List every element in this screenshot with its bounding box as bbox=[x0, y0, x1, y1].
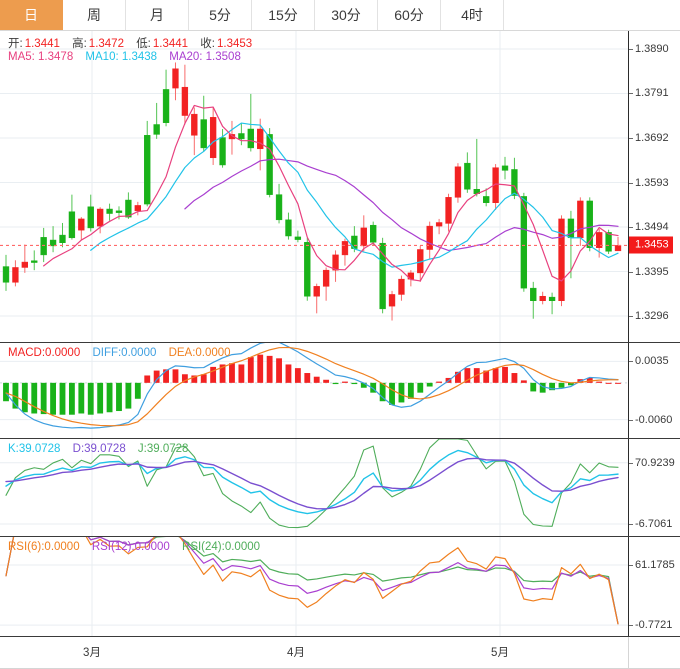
rsi-plot-area[interactable] bbox=[0, 537, 628, 636]
price-tick-label: 1.3692 bbox=[635, 131, 669, 144]
price-tick-label: 1.3395 bbox=[635, 265, 669, 278]
macd-tick-label: -0.0060 bbox=[635, 413, 673, 426]
price-tick-label: 1.3593 bbox=[635, 176, 669, 189]
rsi-axis: 61.1785 -0.7721 bbox=[628, 537, 680, 636]
date-tick-1: 4月 bbox=[287, 647, 305, 659]
price-tick-label: 1.3890 bbox=[635, 42, 669, 55]
close-label: 收: bbox=[200, 38, 215, 50]
kdj-tick-label: 70.9239 bbox=[635, 456, 675, 469]
macd-panel: 0.0035 -0.0060 MACD:0.0000 DIFF:0.0000 DE… bbox=[0, 343, 680, 439]
period-tab-bar[interactable]: 日周月 5分 15分 30分 60分 4时 bbox=[0, 0, 680, 31]
rsi-tick bbox=[629, 625, 633, 627]
ma5-legend: MA5: 1.3478 bbox=[8, 51, 74, 63]
kdj-tick bbox=[629, 523, 633, 525]
rsi-tick-label: -0.7721 bbox=[635, 619, 673, 632]
tab-1[interactable]: 周 bbox=[63, 0, 126, 30]
current-price-tag: 1.3453 bbox=[629, 236, 673, 254]
price-tick-label: 1.3296 bbox=[635, 310, 669, 323]
tab-3[interactable]: 5分 bbox=[189, 0, 252, 30]
rsi-tick bbox=[629, 564, 633, 566]
date-axis-separator bbox=[628, 637, 629, 669]
diff-value: DIFF:0.0000 bbox=[92, 347, 157, 359]
open-value: 1.3441 bbox=[24, 38, 60, 50]
price-tick-label: 1.3791 bbox=[635, 87, 669, 100]
price-tick bbox=[629, 48, 633, 50]
kdj-k-value: K:39.0728 bbox=[8, 443, 61, 455]
kdj-legend: K:39.0728 D:39.0728 J:39.0728 bbox=[8, 443, 197, 455]
price-tick bbox=[629, 316, 633, 318]
kdj-plot-area[interactable] bbox=[0, 439, 628, 536]
price-tick bbox=[629, 93, 633, 95]
rsi-legend: RSI(6):0.0000 RSI(12):0.0000 RSI(24):0.0… bbox=[8, 541, 269, 553]
macd-legend: MACD:0.0000 DIFF:0.0000 DEA:0.0000 bbox=[8, 347, 240, 359]
date-axis: 3月 4月 5月 bbox=[0, 637, 680, 669]
price-tick-label: 1.3494 bbox=[635, 221, 669, 233]
kdj-panel: 70.9239 -6.7061 K:39.0728 D:39.0728 J:39.… bbox=[0, 439, 680, 537]
macd-tick bbox=[629, 361, 633, 363]
ma10-legend: MA10: 1.3438 bbox=[85, 51, 158, 63]
open-label: 开: bbox=[8, 38, 23, 50]
kdj-tick bbox=[629, 462, 633, 464]
tab-0[interactable]: 日 bbox=[0, 0, 63, 30]
price-tick bbox=[629, 137, 633, 139]
high-label: 高: bbox=[72, 38, 87, 50]
dea-value: DEA:0.0000 bbox=[168, 347, 231, 359]
price-tick bbox=[629, 271, 633, 273]
macd-value: MACD:0.0000 bbox=[8, 347, 81, 359]
price-tick bbox=[629, 182, 633, 184]
date-tick-2: 5月 bbox=[491, 647, 509, 659]
tab-7[interactable]: 4时 bbox=[441, 0, 504, 30]
tab-4[interactable]: 15分 bbox=[252, 0, 315, 30]
ma20-legend: MA20: 1.3508 bbox=[169, 51, 241, 63]
ohlc-legend: 开: 1.3441 高: 1.3472 低: 1.3441 收: 1.3453 bbox=[8, 35, 261, 51]
rsi12-value: RSI(12):0.0000 bbox=[91, 541, 170, 553]
low-label: 低: bbox=[136, 38, 151, 50]
rsi-panel: 61.1785 -0.7721 RSI(6):0.0000 RSI(12):0.0… bbox=[0, 537, 680, 637]
macd-axis: 0.0035 -0.0060 bbox=[628, 343, 680, 438]
price-axis: 1.3890 1.3791 1.3692 1.3593 1.3494 1.3395 1.32… bbox=[628, 31, 680, 342]
rsi-tick-label: 61.1785 bbox=[635, 558, 675, 571]
low-value: 1.3441 bbox=[152, 38, 189, 50]
kdj-axis: 70.9239 -6.7061 bbox=[628, 439, 680, 536]
macd-tick bbox=[629, 419, 633, 421]
rsi6-value: RSI(6):0.0000 bbox=[8, 541, 80, 553]
price-tick bbox=[629, 227, 633, 228]
price-panel: 1.3890 1.3791 1.3692 1.3593 1.3494 1.3395 1.32… bbox=[0, 31, 680, 343]
macd-tick-label: 0.0035 bbox=[635, 355, 669, 368]
date-tick-0: 3月 bbox=[83, 647, 101, 659]
close-value: 1.3453 bbox=[216, 38, 253, 50]
price-plot-area[interactable] bbox=[0, 31, 628, 342]
macd-plot-area[interactable] bbox=[0, 343, 628, 438]
rsi24-value: RSI(24):0.0000 bbox=[182, 541, 261, 553]
ma-legend: MA5: 1.3478 MA10: 1.3438 MA20: 1.3508 bbox=[8, 51, 250, 63]
tab-5[interactable]: 30分 bbox=[315, 0, 378, 30]
kdj-tick-label: -6.7061 bbox=[635, 517, 673, 530]
kdj-d-value: D:39.0728 bbox=[72, 443, 126, 455]
high-value: 1.3472 bbox=[88, 38, 124, 50]
kdj-j-value: J:39.0728 bbox=[137, 443, 189, 455]
tab-bar-filler bbox=[504, 0, 680, 30]
tab-6[interactable]: 60分 bbox=[378, 0, 441, 30]
tab-2[interactable]: 月 bbox=[126, 0, 189, 30]
